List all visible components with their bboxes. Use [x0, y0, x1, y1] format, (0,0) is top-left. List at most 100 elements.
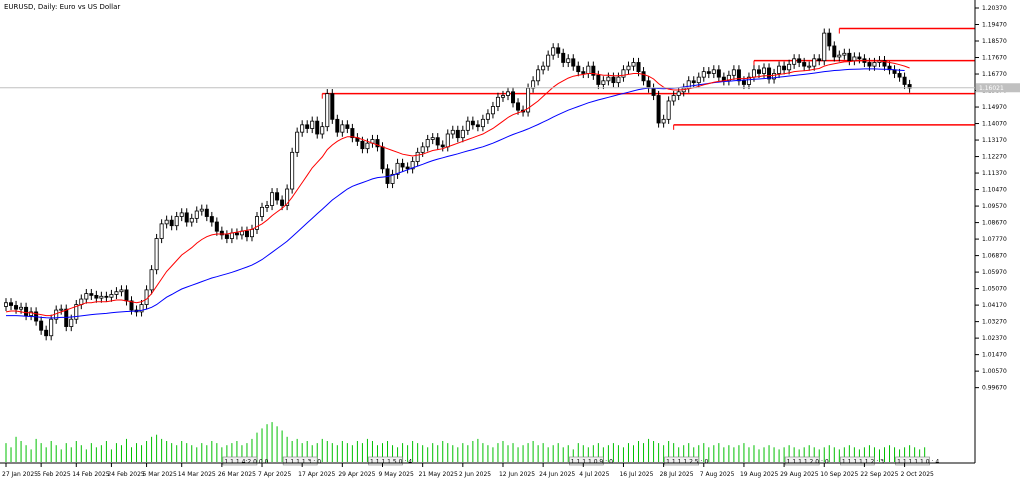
candle-body — [757, 69, 762, 74]
candle-body — [9, 302, 14, 306]
candle — [405, 162, 410, 174]
candle — [169, 215, 174, 231]
candle — [772, 68, 777, 84]
candle-body — [500, 95, 505, 98]
candle-body — [450, 129, 455, 135]
candle — [189, 213, 194, 227]
candle — [435, 133, 440, 150]
price-tick-label: 1.14970 — [982, 104, 1007, 111]
price-tick-label: 1.01470 — [982, 352, 1007, 359]
time-tick-label: 21 May 2025 — [419, 471, 458, 478]
price-tick-label: 1.00570 — [982, 368, 1007, 375]
candle-body — [229, 232, 234, 239]
candle — [556, 43, 561, 58]
candle-body — [380, 146, 385, 170]
candle-body — [295, 131, 300, 153]
candle — [716, 65, 721, 82]
candle-body — [224, 234, 229, 239]
candle-body — [767, 67, 772, 80]
current-price-tag: 1.16021 — [976, 83, 1020, 93]
candle-body — [415, 151, 420, 162]
price-tick-label: 1.03270 — [982, 319, 1007, 326]
price-tick-label: 1.19470 — [982, 22, 1007, 29]
candle — [260, 202, 265, 222]
candle — [842, 48, 847, 60]
candle — [49, 314, 54, 341]
time-tick-label: 12 Jun 2025 — [499, 471, 535, 478]
candle-body — [154, 238, 159, 271]
time-tick-label: 14 Feb 2025 — [72, 471, 110, 478]
candle-body — [114, 291, 119, 295]
candle — [621, 65, 626, 82]
candle-body — [641, 71, 646, 82]
moving-average-slow — [6, 68, 905, 319]
candle — [9, 298, 14, 311]
candle — [591, 61, 596, 80]
time-marker: 1 1 1 1 3 : 0 — [282, 456, 322, 466]
candle — [179, 208, 184, 222]
candle — [320, 122, 325, 139]
candle-body — [24, 306, 29, 316]
candle-body — [857, 56, 862, 60]
time-marker: 1 1 1 1 0 9 : 0 — [568, 456, 613, 466]
candle — [330, 89, 335, 124]
candle-body — [611, 76, 616, 84]
candle — [782, 61, 787, 75]
candle-body — [219, 230, 224, 236]
candle — [576, 61, 581, 77]
candle-body — [234, 232, 239, 236]
candle-body — [260, 206, 265, 217]
candle-body — [315, 120, 320, 135]
candle-body — [651, 87, 656, 96]
candle-body — [89, 293, 94, 296]
price-tick-label: 1.06870 — [982, 253, 1007, 260]
candle — [159, 219, 164, 244]
candle — [455, 125, 460, 143]
candle — [551, 43, 556, 60]
candle-body — [551, 47, 556, 56]
price-tick-label: 1.17670 — [982, 55, 1007, 62]
candle — [214, 217, 219, 236]
time-tick-label: 2 Jun 2025 — [459, 471, 491, 478]
time-marker: 1 1 1 1 1 2 : 3 — [840, 456, 884, 466]
candle — [485, 109, 490, 124]
time-marker-label: 1 1 1 1 3 : 0 — [285, 459, 322, 466]
candle — [706, 67, 711, 79]
time-tick-label: 7 Aug 2025 — [700, 471, 735, 478]
candle-body — [842, 52, 847, 56]
candle — [390, 169, 395, 189]
time-marker: 1 1 1 1 2 5 : 0 — [664, 456, 708, 466]
candle — [94, 290, 99, 303]
time-tick-label: 17 Apr 2025 — [298, 471, 335, 478]
candle — [711, 65, 716, 79]
candle-body — [350, 128, 355, 139]
candle-body — [706, 71, 711, 74]
candle-body — [470, 120, 475, 126]
candle — [656, 90, 661, 128]
candle-body — [475, 124, 480, 128]
candle-body — [505, 91, 510, 96]
price-tick-label: 1.20370 — [982, 5, 1007, 12]
candle-body — [797, 58, 802, 63]
candle-body — [495, 96, 500, 107]
price-tick-label: 1.11370 — [982, 170, 1007, 177]
candle — [425, 134, 430, 152]
time-marker-label: 1 1 1 1 1 2 : 3 — [842, 459, 884, 466]
candle — [495, 92, 500, 112]
candle-body — [249, 228, 254, 238]
candle — [234, 228, 239, 240]
candle-body — [571, 58, 576, 67]
candle-body — [646, 80, 651, 89]
candle — [275, 188, 280, 205]
time-markers: 1 1 1 4:2 0 0 0 1 1 1 1 3 : 0 1 1 1 1 5 0 … — [222, 456, 939, 466]
candle-body — [74, 304, 79, 320]
candle-body — [435, 137, 440, 146]
time-tick-label: 28 Jul 2025 — [660, 471, 694, 478]
price-tick-label: 1.05970 — [982, 269, 1007, 276]
candle — [430, 133, 435, 145]
candle-body — [49, 318, 54, 337]
candle — [611, 72, 616, 88]
candle — [902, 72, 907, 90]
